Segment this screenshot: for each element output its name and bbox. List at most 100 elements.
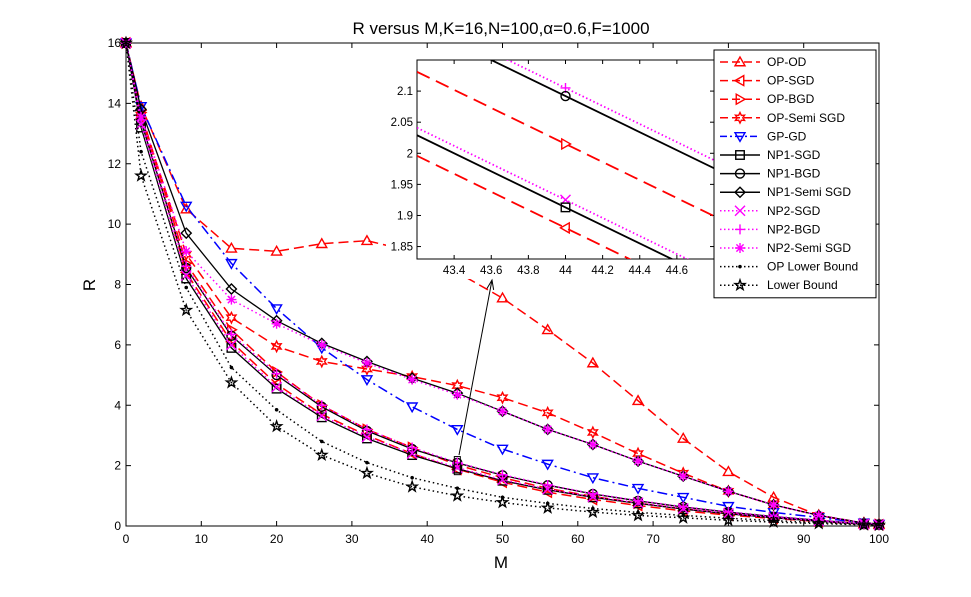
data-point (678, 471, 689, 482)
data-point (360, 375, 374, 387)
data-point (541, 459, 554, 471)
legend-label: NP2-SGD (767, 204, 821, 218)
data-point (274, 407, 279, 412)
data-point (496, 390, 509, 405)
x-tick-label: 40 (421, 532, 435, 546)
chart-title: R versus M,K=16,N=100,α=0.6,F=1000 (352, 19, 649, 38)
data-point (586, 425, 599, 440)
data-point (269, 418, 284, 433)
legend-marker (735, 150, 745, 160)
inset-y-tick-label: 1.95 (391, 179, 413, 191)
inset-line-np1-sgd (417, 134, 674, 259)
x-tick-label: 0 (123, 532, 130, 546)
data-point (540, 500, 555, 514)
x-tick-label: 30 (345, 532, 359, 546)
inset-data-point (560, 202, 571, 213)
data-point (139, 149, 143, 154)
data-point (180, 227, 193, 240)
data-point (811, 516, 826, 530)
data-point (407, 442, 418, 453)
legend-marker (734, 186, 746, 199)
data-point (406, 448, 418, 460)
x-tick-label: 10 (195, 532, 209, 546)
y-tick-label: 4 (114, 398, 121, 412)
y-axis-label: R (80, 279, 99, 291)
data-point (871, 517, 887, 532)
data-point (360, 234, 374, 246)
x-tick-label: 70 (646, 532, 660, 546)
legend-marker (734, 110, 746, 125)
data-point (184, 285, 189, 290)
legend-marker (733, 131, 747, 143)
data-point (723, 486, 734, 497)
legend-marker (735, 224, 745, 235)
inset-line-op-bgd (417, 71, 714, 217)
data-point (768, 499, 779, 510)
zoom-box (453, 456, 461, 476)
data-point (631, 508, 646, 522)
data-point (766, 514, 781, 529)
data-point (316, 339, 327, 350)
data-point (407, 374, 418, 385)
data-point (181, 246, 192, 257)
inset-x-tick-label: 43.8 (517, 265, 539, 277)
data-point (316, 410, 328, 422)
data-point (497, 469, 508, 480)
data-point (365, 460, 369, 465)
data-point (316, 412, 327, 423)
legend-item-op-lower-bound: OP Lower Bound (720, 260, 858, 274)
y-tick-label: 14 (108, 96, 122, 110)
data-point (452, 389, 463, 400)
legend-item-op-sgd: OP-SGD (720, 74, 815, 88)
inset-y-tick-label: 1.85 (391, 242, 413, 254)
data-point (586, 356, 600, 368)
inset-y-tick-label: 2.05 (391, 117, 413, 129)
data-point (361, 424, 372, 435)
data-point (229, 365, 234, 370)
legend-item-np2-sgd: NP2-SGD (720, 204, 821, 218)
series-line-gp-gd (125, 42, 880, 525)
data-point (497, 474, 508, 486)
legend-label: OP Lower Bound (767, 260, 858, 274)
arrow-shaft (458, 279, 493, 456)
data-point (270, 339, 283, 354)
data-point (813, 510, 824, 521)
series-lower-bound (118, 35, 887, 532)
data-point (359, 465, 374, 480)
data-point (587, 439, 598, 450)
data-point (361, 357, 372, 368)
legend-item-gp-gd: GP-GD (720, 129, 807, 143)
data-point (270, 304, 283, 316)
inset-data-point (560, 90, 571, 102)
data-point (541, 323, 554, 335)
inset-line-op-sgd (417, 154, 632, 259)
inset-data-point (559, 221, 570, 235)
data-point (405, 479, 420, 493)
data-point (450, 488, 465, 502)
x-tick-label: 20 (270, 532, 284, 546)
data-point (497, 406, 508, 417)
legend-marker (738, 264, 742, 269)
inset-data-point (561, 137, 572, 151)
inset-x-tick-label: 44.6 (666, 265, 688, 277)
legend-marker (732, 277, 748, 292)
inset-x-tick-label: 44.4 (629, 265, 652, 277)
data-point (314, 447, 329, 462)
data-point (541, 405, 554, 420)
data-point (271, 368, 282, 379)
legend-item-op-bgd: OP-BGD (720, 92, 815, 106)
data-point (271, 381, 283, 393)
inset-y-tick-label: 2.1 (397, 86, 413, 98)
data-point (271, 383, 282, 394)
y-tick-label: 12 (108, 157, 122, 171)
inset-y-tick-label: 2 (407, 148, 413, 160)
legend-item-np1-semi-sgd: NP1-Semi SGD (720, 185, 851, 199)
data-point (224, 375, 239, 389)
legend-label: NP1-BGD (767, 167, 821, 181)
legend-item-np2-bgd: NP2-BGD (720, 222, 821, 236)
data-point (585, 504, 600, 519)
data-point (315, 237, 328, 249)
data-point (225, 339, 237, 351)
data-point (226, 342, 237, 353)
